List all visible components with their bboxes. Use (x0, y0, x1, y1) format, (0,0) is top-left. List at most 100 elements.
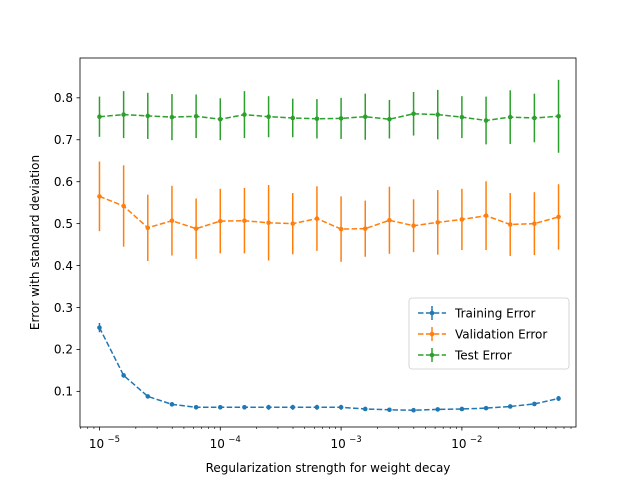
legend-label: Validation Error (455, 327, 547, 341)
data-point (97, 325, 102, 330)
data-point (435, 220, 441, 225)
data-point (387, 407, 392, 413)
data-point (532, 115, 537, 121)
data-point (145, 225, 151, 231)
axes-frame (79, 57, 577, 428)
data-point (266, 404, 271, 410)
legend-item: Training Error (418, 306, 535, 320)
data-point (532, 221, 537, 226)
data-point (435, 112, 441, 117)
x-tick-exponent: −4 (228, 435, 241, 445)
data-point (290, 115, 296, 121)
series-test-error (97, 79, 561, 153)
data-point (459, 217, 465, 222)
y-axis-ticks: 0.1 0.2 0.3 0.4 0.5 0.6 0.7 0.8 (54, 91, 80, 399)
x-tick-label: 10 (330, 437, 345, 451)
data-point (532, 401, 537, 407)
data-point (290, 404, 296, 410)
data-point (483, 405, 489, 411)
data-point (97, 114, 102, 120)
data-point (483, 213, 489, 218)
data-point (169, 114, 175, 120)
y-tick-label: 0.5 (54, 217, 73, 231)
data-point (193, 113, 199, 119)
legend-item: Test Error (418, 348, 512, 362)
data-point (362, 114, 368, 120)
data-point (121, 203, 126, 209)
data-point (387, 217, 392, 223)
data-point (507, 404, 513, 409)
data-point (121, 112, 126, 117)
data-point (169, 218, 175, 223)
data-point (242, 404, 247, 410)
data-point (483, 118, 489, 123)
x-tick-label: 10 (210, 437, 225, 451)
x-tick-exponent: −5 (107, 435, 120, 445)
data-point (314, 216, 320, 221)
data-point (411, 111, 416, 117)
y-axis-label: Error with standard deviation (28, 155, 42, 330)
data-point (507, 114, 513, 120)
x-tick-exponent: −2 (470, 435, 483, 445)
data-point (145, 113, 151, 119)
data-point (193, 226, 199, 231)
x-axis-label: Regularization strength for weight decay (206, 461, 451, 475)
y-tick-label: 0.2 (54, 343, 73, 357)
legend: Training Error Validation Error Test Error (408, 297, 570, 370)
data-marks (97, 79, 561, 413)
data-point (435, 407, 441, 412)
data-point (338, 226, 344, 232)
series-line (98, 327, 559, 411)
y-tick-label: 0.6 (54, 175, 73, 189)
y-tick-label: 0.3 (54, 301, 73, 315)
data-point (338, 404, 344, 410)
y-tick-label: 0.1 (54, 385, 73, 399)
x-tick-label: 10 (451, 437, 466, 451)
data-point (193, 404, 199, 410)
series-line (99, 195, 559, 230)
data-point (362, 406, 368, 412)
x-tick-label: 10 (89, 437, 104, 451)
data-point (362, 226, 368, 231)
y-tick-label: 0.7 (54, 133, 73, 147)
legend-label: Training Error (454, 306, 535, 320)
legend-box (408, 297, 570, 370)
series-training-error (97, 323, 561, 413)
data-point (169, 402, 175, 407)
series-line (99, 113, 559, 122)
data-point (217, 116, 223, 122)
legend-marker (429, 331, 435, 337)
data-point (314, 404, 320, 410)
data-point (556, 396, 561, 401)
data-point (121, 373, 126, 378)
data-point (97, 194, 102, 199)
y-tick-label: 0.4 (54, 259, 73, 273)
data-point (338, 116, 344, 121)
data-point (145, 394, 151, 399)
series-validation-error (97, 161, 561, 262)
data-point (556, 214, 561, 220)
data-point (507, 222, 513, 227)
x-tick-exponent: −3 (349, 435, 362, 445)
legend-item: Validation Error (418, 327, 547, 341)
data-point (314, 116, 320, 122)
data-point (411, 223, 416, 229)
y-tick-label: 0.8 (54, 91, 73, 105)
data-point (387, 116, 392, 122)
legend-marker (429, 310, 435, 316)
data-point (459, 114, 465, 120)
data-point (266, 114, 271, 120)
data-point (266, 220, 271, 226)
data-point (242, 112, 247, 117)
legend-label: Test Error (454, 348, 512, 362)
legend-marker (429, 352, 435, 358)
data-point (217, 218, 223, 224)
data-point (459, 406, 465, 412)
data-point (290, 221, 296, 226)
data-point (242, 218, 247, 223)
data-point (411, 407, 416, 413)
x-axis-ticks: 10 −5 10 −4 10 −3 10 −2 (80, 427, 572, 451)
